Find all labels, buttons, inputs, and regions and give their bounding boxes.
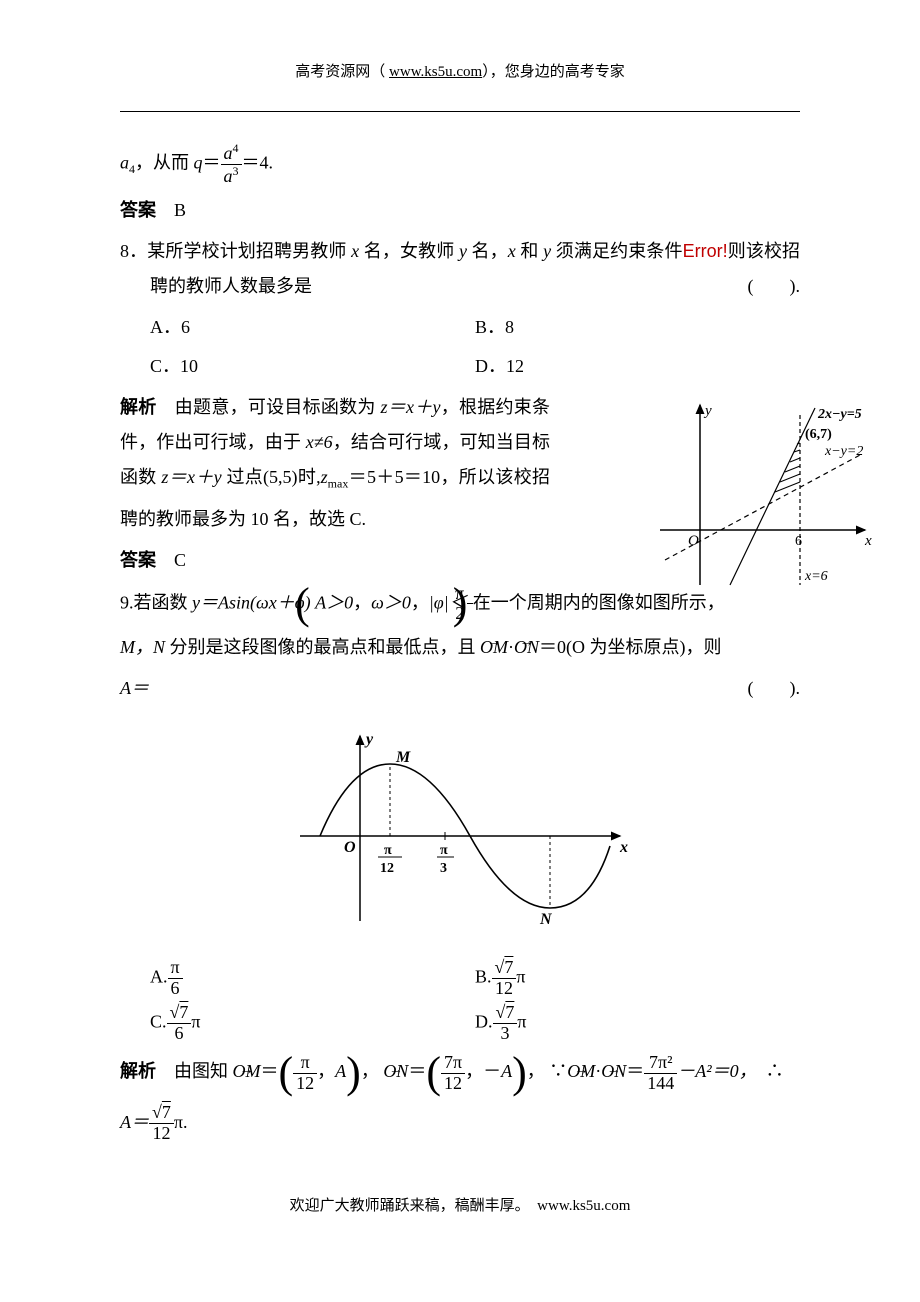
answer-label: 答案 xyxy=(120,200,156,220)
svg-text:y: y xyxy=(364,731,374,748)
header-url[interactable]: www.ks5u.com xyxy=(389,64,482,80)
error-text: Error! xyxy=(683,241,728,261)
svg-text:2x−y=5: 2x−y=5 xyxy=(817,407,862,422)
q9-stem-2: M，N 分别是这段图像的最高点和最低点，且 →OM·→ON＝0(O 为坐标原点)… xyxy=(120,630,800,665)
svg-text:x−y=2: x−y=2 xyxy=(824,444,863,459)
q9-analysis-final: A＝√712π. xyxy=(120,1100,800,1144)
q8-options-row1: A．6 B．8 xyxy=(150,310,800,345)
svg-text:x: x xyxy=(619,839,628,856)
page-footer: 欢迎广大教师踊跃来稿，稿酬丰厚。 www.ks5u.com xyxy=(120,1194,800,1215)
q8-option-a: A．6 xyxy=(150,310,475,345)
svg-text:y: y xyxy=(703,403,712,419)
header-divider xyxy=(120,111,800,112)
header-site: 高考资源网 xyxy=(295,64,370,80)
svg-text:O: O xyxy=(344,839,356,856)
analysis-label: 解析 xyxy=(120,397,157,417)
q9-number: 9. xyxy=(120,592,134,612)
footer-url[interactable]: www.ks5u.com xyxy=(537,1198,630,1214)
q9-stem-3: A＝ ( ). xyxy=(120,671,800,706)
q8-analysis: 解析 由题意，可设目标函数为 z＝x＋y，根据约束条件，作出可行域，由于 x≠6… xyxy=(120,390,550,537)
svg-text:6: 6 xyxy=(795,534,802,549)
q8-paren: ( ). xyxy=(778,269,801,304)
svg-text:x: x xyxy=(864,533,872,549)
q8-option-c: C．10 xyxy=(150,349,475,384)
svg-text:π: π xyxy=(440,843,448,858)
q9-options-row1: A.π6 B.√712π xyxy=(150,958,800,999)
q8-number: 8． xyxy=(120,241,147,261)
q8-options-row2: C．10 D．12 xyxy=(150,349,800,384)
svg-text:x=6: x=6 xyxy=(804,569,828,584)
footer-text: 欢迎广大教师踊跃来稿，稿酬丰厚。 xyxy=(290,1198,523,1214)
q9-option-b: B.√712π xyxy=(475,958,800,999)
answer-label: 答案 xyxy=(120,550,156,570)
q8-stem: 8．某所学校计划招聘男教师 x 名，女教师 y 名，x 和 y 须满足约束条件E… xyxy=(120,234,800,304)
svg-text:π: π xyxy=(384,843,392,858)
svg-text:(6,7): (6,7) xyxy=(805,427,832,442)
q8-option-b: B．8 xyxy=(475,310,800,345)
q8-graph: O y x x=6 6 2x−y=5 x−y=2 xyxy=(650,400,880,590)
answer-value: C xyxy=(174,550,186,570)
q9-analysis: 解析 由图知 →OM＝(π12，A)， →ON＝(7π12，－A)， ∵→OM·… xyxy=(120,1049,800,1093)
q9-options-row2: C.√76π D.√73π xyxy=(150,1003,800,1044)
answer-value: B xyxy=(174,200,186,220)
svg-text:3: 3 xyxy=(440,861,447,876)
q9-paren: ( ). xyxy=(748,671,801,706)
q7-tail-line: a4，从而 q＝a4a3＝4. xyxy=(120,142,800,187)
q8-option-d: D．12 xyxy=(475,349,800,384)
header-tagline: ，您身边的高考专家 xyxy=(490,64,625,80)
analysis-label: 解析 xyxy=(120,1061,156,1081)
q7-answer: 答案 B xyxy=(120,193,800,228)
svg-text:12: 12 xyxy=(380,861,394,876)
page-header: 高考资源网（ www.ks5u.com），您身边的高考专家 xyxy=(120,60,800,81)
q9-option-d: D.√73π xyxy=(475,1003,800,1044)
q9-sine-graph: O y x M N π 12 π 3 xyxy=(120,726,800,938)
svg-text:M: M xyxy=(395,749,411,766)
q9-option-a: A.π6 xyxy=(150,958,475,999)
svg-text:N: N xyxy=(539,911,553,926)
q9-option-c: C.√76π xyxy=(150,1003,475,1044)
